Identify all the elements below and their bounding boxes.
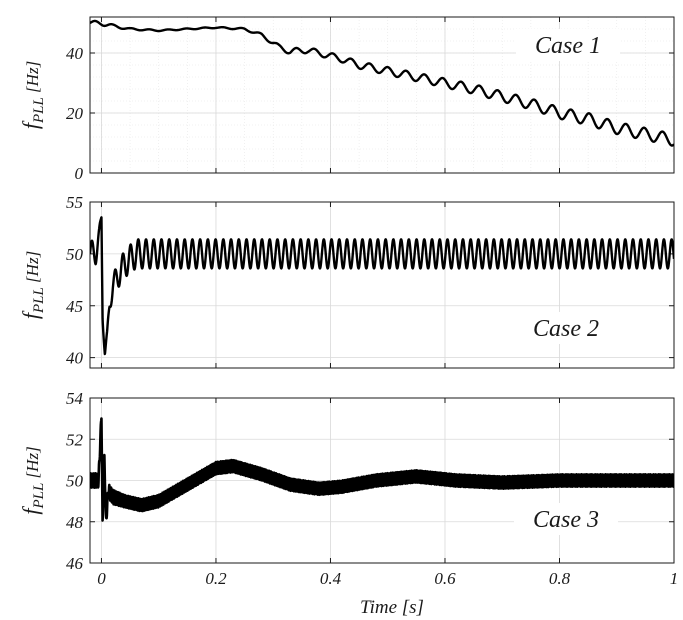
panel-case-3: 46 48 50 52 54 0 0.2 0.4 0.6 0.8 1 fPLL [Hz] Case 3 <box>18 389 678 588</box>
y-axis-label: fPLL [Hz] <box>18 251 47 319</box>
panel-case-1: 0 20 40 fPLL [Hz] Case 1 <box>18 16 675 183</box>
x-tick-label: 0.2 <box>205 569 227 588</box>
y-tick-label: 48 <box>66 513 84 532</box>
y-axis-label-main: f <box>18 310 43 319</box>
title-backdrop <box>514 503 618 535</box>
y-tick-label: 55 <box>66 193 83 212</box>
y-tick-label: 40 <box>66 44 84 63</box>
y-tick-label: 50 <box>66 245 84 264</box>
y-tick-label: 50 <box>66 472 84 491</box>
y-tick-label: 20 <box>66 104 84 123</box>
x-tick-label: 1 <box>670 569 679 588</box>
y-axis-label-unit: [Hz] <box>23 446 42 482</box>
title-backdrop <box>516 29 620 61</box>
y-axis-label-main: f <box>18 506 43 515</box>
x-axis-label: Time [s] <box>360 597 424 618</box>
panel-title: Case 1 <box>535 33 601 59</box>
x-tick-label: 0.6 <box>434 569 456 588</box>
y-tick-label: 40 <box>66 349 84 368</box>
series-line <box>90 216 674 356</box>
x-tick-label: 0.8 <box>549 569 571 588</box>
x-tick-label: 0.4 <box>320 569 342 588</box>
axes-box <box>89 201 675 369</box>
y-axis-label-subscript: PLL <box>31 97 47 124</box>
y-tick-label: 52 <box>66 430 84 449</box>
y-axis-label-unit: [Hz] <box>23 61 42 97</box>
y-tick-label: 45 <box>66 297 83 316</box>
x-tick-label: 0 <box>97 569 106 588</box>
y-tick-label: 0 <box>75 164 84 183</box>
panel-title: Case 2 <box>533 316 599 342</box>
y-tick-label: 46 <box>66 554 84 573</box>
axes-box <box>89 16 675 174</box>
y-axis-label-subscript: PLL <box>31 287 47 314</box>
series-line <box>90 417 674 522</box>
title-backdrop <box>514 312 618 344</box>
y-axis-label-subscript: PLL <box>31 483 47 510</box>
panel-title: Case 3 <box>533 507 599 533</box>
y-axis-label: fPLL [Hz] <box>18 446 47 514</box>
y-axis-label-main: f <box>18 120 43 129</box>
y-tick-label: 54 <box>66 389 84 408</box>
series-line <box>90 19 674 147</box>
y-axis-label-unit: [Hz] <box>23 251 42 287</box>
panel-case-2: 40 45 50 55 fPLL [Hz] Case 2 <box>18 193 675 369</box>
y-axis-label: fPLL [Hz] <box>18 61 47 129</box>
